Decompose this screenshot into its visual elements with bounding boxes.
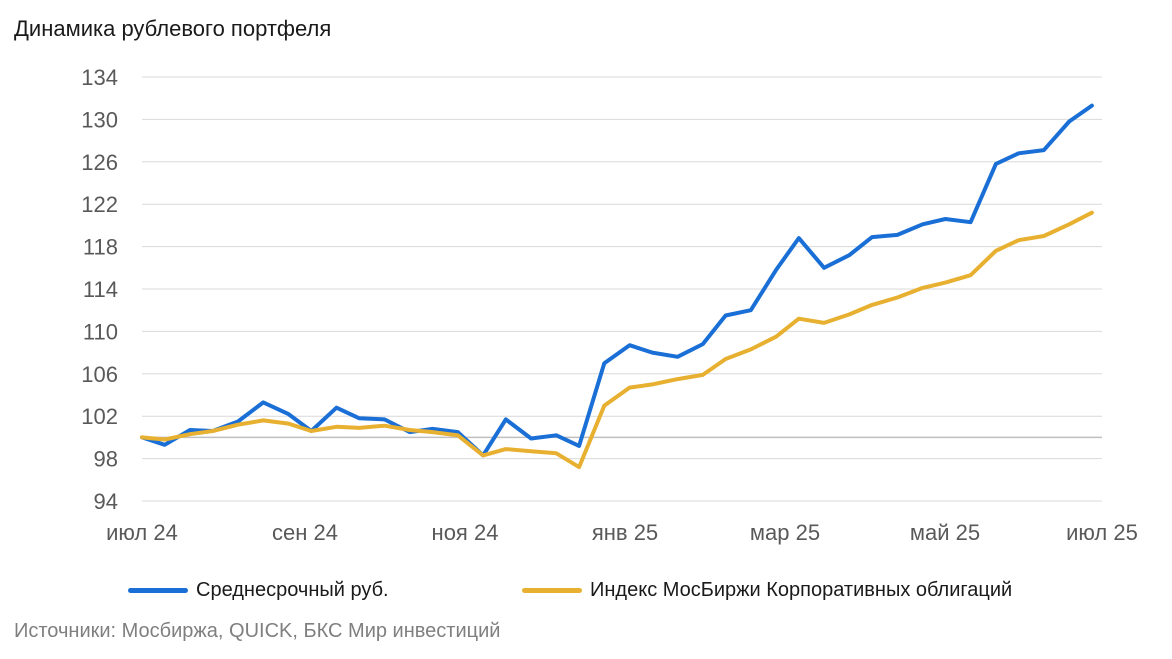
y-tick-label: 114 — [83, 277, 118, 302]
y-tick-label: 134 — [81, 65, 118, 90]
y-tick-label: 106 — [81, 362, 118, 387]
y-tick-label: 94 — [94, 489, 118, 514]
y-tick-label: 122 — [81, 192, 118, 217]
x-tick-label: янв 25 — [592, 520, 658, 545]
legend-swatch-series-1 — [128, 588, 188, 593]
legend-item-series-2: Индекс МосБиржи Корпоративных облигаций — [522, 579, 1012, 602]
x-tick-label: ноя 24 — [432, 520, 499, 545]
y-tick-label: 130 — [81, 107, 118, 132]
grid-lines — [142, 76, 1102, 502]
x-axis-ticks: июл 24 сен 24 ноя 24 янв 25 мар 25 май 25 июл … — [106, 520, 1138, 545]
series-lines — [140, 103, 1094, 470]
y-axis-ticks: 94 98 102 106 110 114 118 122 126 130 134 — [81, 65, 118, 514]
x-tick-label: июл 24 — [106, 520, 178, 545]
y-tick-label: 98 — [94, 447, 118, 472]
legend-label-series-1: Среднесрочный руб. — [196, 579, 389, 601]
source-note: Источники: Мосбиржа, QUICK, БКС Мир инве… — [14, 620, 501, 642]
series-line-1 — [140, 103, 1094, 458]
series-line-2 — [140, 210, 1094, 470]
x-tick-label: май 25 — [910, 520, 980, 545]
legend-label-series-2: Индекс МосБиржи Корпоративных облигаций — [590, 579, 1013, 601]
x-tick-label: июл 25 — [1066, 520, 1138, 545]
y-tick-label: 126 — [81, 150, 118, 175]
x-tick-label: мар 25 — [750, 520, 820, 545]
legend-swatch-series-2 — [522, 588, 582, 593]
y-tick-label: 110 — [83, 319, 118, 344]
legend-item-series-1: Среднесрочный руб. — [128, 579, 389, 602]
y-tick-label: 102 — [81, 404, 118, 429]
chart-title: Динамика рублевого портфеля — [14, 16, 332, 41]
x-tick-label: сен 24 — [272, 520, 338, 545]
y-tick-label: 118 — [83, 235, 118, 260]
